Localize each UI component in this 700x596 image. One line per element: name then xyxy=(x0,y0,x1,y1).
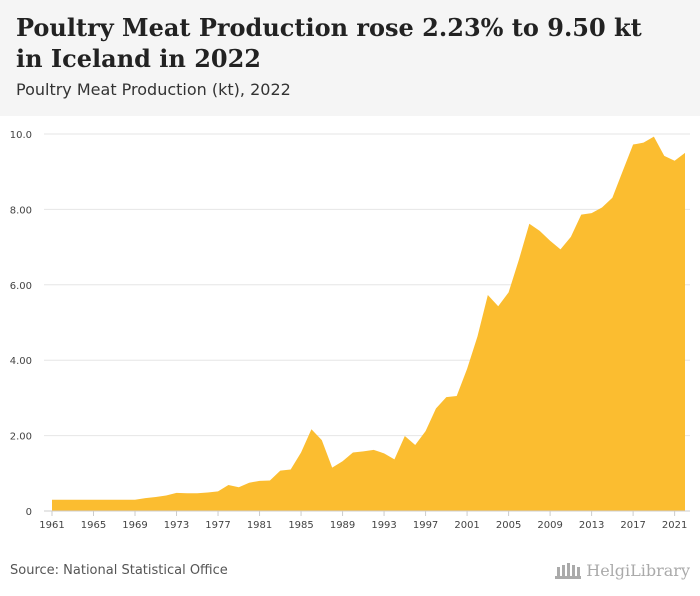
data-point xyxy=(642,141,644,143)
x-tick-label: 1961 xyxy=(39,520,64,531)
y-tick-label: 6.00 xyxy=(10,281,32,292)
data-point xyxy=(321,439,323,441)
data-point xyxy=(206,491,208,493)
data-point xyxy=(196,492,198,494)
page-title: Poultry Meat Production rose 2.23% to 9.… xyxy=(16,13,642,73)
x-tick-label: 1985 xyxy=(288,520,313,531)
data-point xyxy=(435,407,437,409)
data-point xyxy=(414,444,416,446)
brand-logo: HelgiLibrary xyxy=(554,560,690,580)
data-point xyxy=(300,451,302,453)
data-point xyxy=(570,236,572,238)
data-point xyxy=(559,248,561,250)
data-point xyxy=(466,368,468,370)
data-point xyxy=(103,498,105,500)
x-tick-label: 1989 xyxy=(330,520,355,531)
data-point xyxy=(601,206,603,208)
data-point xyxy=(404,435,406,437)
x-tick-label: 1993 xyxy=(371,520,396,531)
data-point xyxy=(456,395,458,397)
x-tick-label: 1997 xyxy=(413,520,438,531)
data-point xyxy=(424,430,426,432)
data-point xyxy=(445,396,447,398)
data-point xyxy=(632,143,634,145)
data-point xyxy=(186,492,188,494)
brand-name: HelgiLibrary xyxy=(586,560,690,580)
header-panel: Poultry Meat Production rose 2.23% to 9.… xyxy=(0,0,700,116)
data-point xyxy=(238,486,240,488)
data-point xyxy=(165,494,167,496)
data-point xyxy=(134,498,136,500)
data-point xyxy=(393,458,395,460)
data-point xyxy=(352,451,354,453)
data-point xyxy=(684,152,686,154)
data-point xyxy=(217,490,219,492)
data-point xyxy=(227,484,229,486)
data-point xyxy=(362,450,364,452)
data-point xyxy=(383,452,385,454)
data-point xyxy=(123,498,125,500)
data-point xyxy=(310,428,312,430)
data-point xyxy=(331,466,333,468)
data-point xyxy=(155,496,157,498)
data-point xyxy=(61,498,63,500)
data-point xyxy=(507,291,509,293)
x-tick-label: 1981 xyxy=(247,520,272,531)
x-tick-label: 1965 xyxy=(81,520,106,531)
data-point xyxy=(528,223,530,225)
y-tick-label: 8.00 xyxy=(10,205,32,216)
source-text: Source: National Statistical Office xyxy=(10,563,228,578)
y-tick-label: 4.00 xyxy=(10,356,32,367)
data-point xyxy=(113,498,115,500)
data-point xyxy=(611,197,613,199)
data-point xyxy=(539,230,541,232)
data-point xyxy=(549,239,551,241)
data-point xyxy=(144,497,146,499)
area-chart: 0 2.00 4.00 6.00 8.00 10.0 1961 1965 1969 1973 197… xyxy=(10,130,690,531)
data-point xyxy=(487,294,489,296)
data-point xyxy=(653,135,655,137)
x-tick-label: 2009 xyxy=(537,520,562,531)
x-tick-label: 1969 xyxy=(122,520,147,531)
data-point xyxy=(289,468,291,470)
x-tick-label: 1973 xyxy=(164,520,189,531)
data-point xyxy=(92,498,94,500)
data-point xyxy=(82,498,84,500)
library-building-icon xyxy=(555,563,582,579)
data-point xyxy=(248,482,250,484)
x-tick-label: 2017 xyxy=(620,520,645,531)
y-tick-label: 0 xyxy=(26,507,32,518)
data-point xyxy=(175,492,177,494)
data-point xyxy=(497,305,499,307)
data-point xyxy=(518,258,520,260)
y-tick-label: 2.00 xyxy=(10,432,32,443)
data-point xyxy=(580,213,582,215)
x-tick-label: 2013 xyxy=(579,520,604,531)
series-area xyxy=(52,136,685,511)
data-point xyxy=(372,449,374,451)
x-tick-label: 2005 xyxy=(496,520,521,531)
data-point xyxy=(663,155,665,157)
data-point xyxy=(258,480,260,482)
y-tick-label: 10.0 xyxy=(10,130,32,141)
x-tick-label: 2001 xyxy=(454,520,479,531)
data-point xyxy=(622,170,624,172)
data-point xyxy=(72,498,74,500)
data-point xyxy=(51,498,53,500)
data-point xyxy=(673,160,675,162)
chart-subtitle: Poultry Meat Production (kt), 2022 xyxy=(16,80,291,99)
x-tick-label: 1977 xyxy=(205,520,230,531)
data-point xyxy=(341,460,343,462)
data-point xyxy=(269,479,271,481)
data-point xyxy=(590,212,592,214)
x-tick-label: 2021 xyxy=(662,520,687,531)
data-point xyxy=(476,335,478,337)
data-point xyxy=(279,469,281,471)
